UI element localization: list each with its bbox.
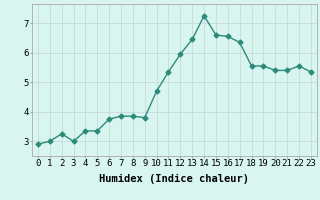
X-axis label: Humidex (Indice chaleur): Humidex (Indice chaleur) [100, 174, 249, 184]
